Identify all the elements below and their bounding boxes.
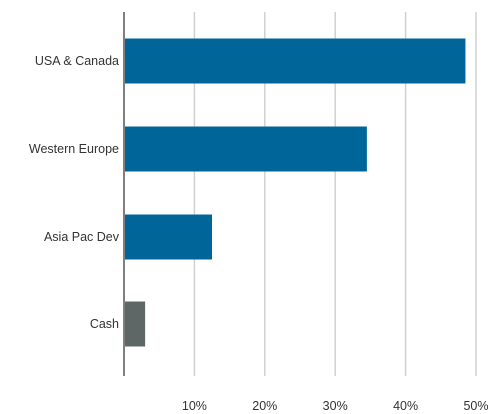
x-tick-label: 40% [393, 399, 418, 413]
bars [124, 38, 466, 347]
category-label: Western Europe [29, 142, 119, 156]
bar-usa-canada [124, 38, 466, 84]
x-tick-labels: 10% 20% 30% 40% 50% [182, 399, 488, 413]
x-tick-label: 10% [182, 399, 207, 413]
category-label: Asia Pac Dev [44, 230, 120, 244]
category-labels: USA & Canada Western Europe Asia Pac Dev Ca… [29, 54, 120, 331]
bar-asia-pac-dev [124, 214, 212, 260]
bar-cash [124, 301, 146, 347]
x-tick-label: 30% [323, 399, 348, 413]
x-tick-label: 50% [463, 399, 488, 413]
x-tick-label: 20% [252, 399, 277, 413]
bar-western-europe [124, 126, 367, 172]
category-label: USA & Canada [35, 54, 119, 68]
category-label: Cash [90, 317, 119, 331]
